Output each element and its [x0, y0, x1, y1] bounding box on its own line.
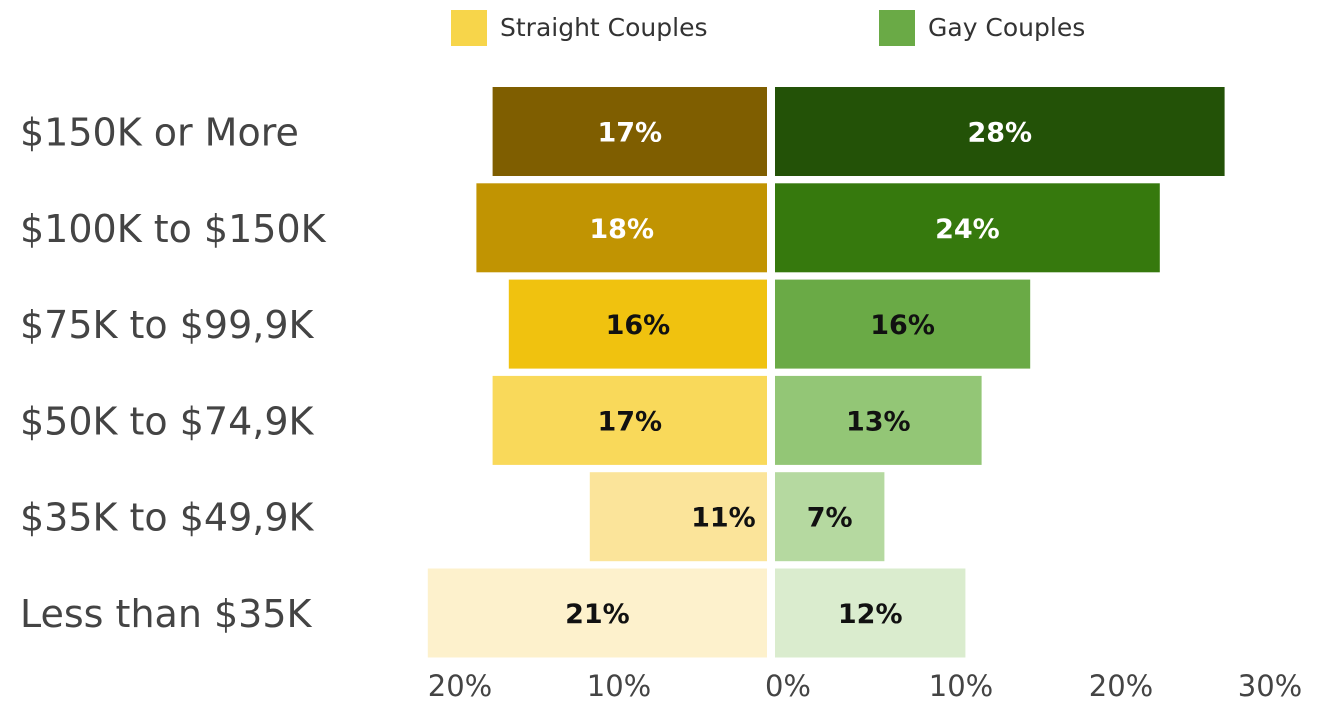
- x-tick-label: 0%: [765, 669, 811, 701]
- bar-straight-couples: [508, 279, 767, 369]
- x-tick-label: 20%: [1089, 669, 1153, 701]
- bar-gay-couples: [775, 183, 1160, 273]
- bar-straight-couples: [427, 568, 767, 658]
- value-label-straight-couples: 17%: [597, 118, 662, 149]
- bar-gay-couples: [775, 279, 1031, 369]
- legend-swatch-gay-couples: [879, 10, 915, 46]
- value-label-gay-couples: 12%: [838, 599, 903, 630]
- bar-straight-couples: [492, 87, 767, 176]
- legend-label-gay-couples: Gay Couples: [928, 13, 1085, 42]
- bar-gay-couples: [775, 568, 966, 658]
- bar-straight-couples: [589, 472, 767, 562]
- x-tick-label: 10%: [929, 669, 993, 701]
- category-label: Less than $35K: [20, 592, 313, 636]
- legend-label-straight-couples: Straight Couples: [500, 13, 708, 42]
- value-label-straight-couples: 17%: [597, 406, 662, 437]
- value-label-gay-couples: 7%: [807, 503, 853, 534]
- legend-swatch-straight-couples: [451, 10, 487, 46]
- value-label-gay-couples: 24%: [935, 214, 1000, 245]
- bar-straight-couples: [492, 375, 767, 465]
- category-label: $100K to $150K: [20, 207, 327, 251]
- x-tick-label: 20%: [428, 669, 492, 701]
- value-label-gay-couples: 28%: [967, 118, 1032, 149]
- category-label: $50K to $74,9K: [20, 399, 315, 443]
- value-label-gay-couples: 13%: [846, 406, 911, 437]
- value-label-straight-couples: 16%: [606, 310, 671, 341]
- bar-gay-couples: [775, 375, 982, 465]
- bar-gay-couples: [775, 472, 885, 562]
- category-label: $35K to $49,9K: [20, 496, 315, 540]
- category-label: $150K or More: [20, 111, 299, 155]
- bar-straight-couples: [476, 183, 767, 273]
- value-label-straight-couples: 18%: [589, 214, 654, 245]
- value-label-straight-couples: 11%: [691, 503, 756, 534]
- value-label-straight-couples: 21%: [565, 599, 630, 630]
- bar-gay-couples: [775, 87, 1225, 176]
- x-tick-label: 30%: [1238, 669, 1302, 701]
- category-label: $75K to $99,9K: [20, 303, 315, 347]
- value-label-gay-couples: 16%: [870, 310, 935, 341]
- x-tick-label: 10%: [587, 669, 651, 701]
